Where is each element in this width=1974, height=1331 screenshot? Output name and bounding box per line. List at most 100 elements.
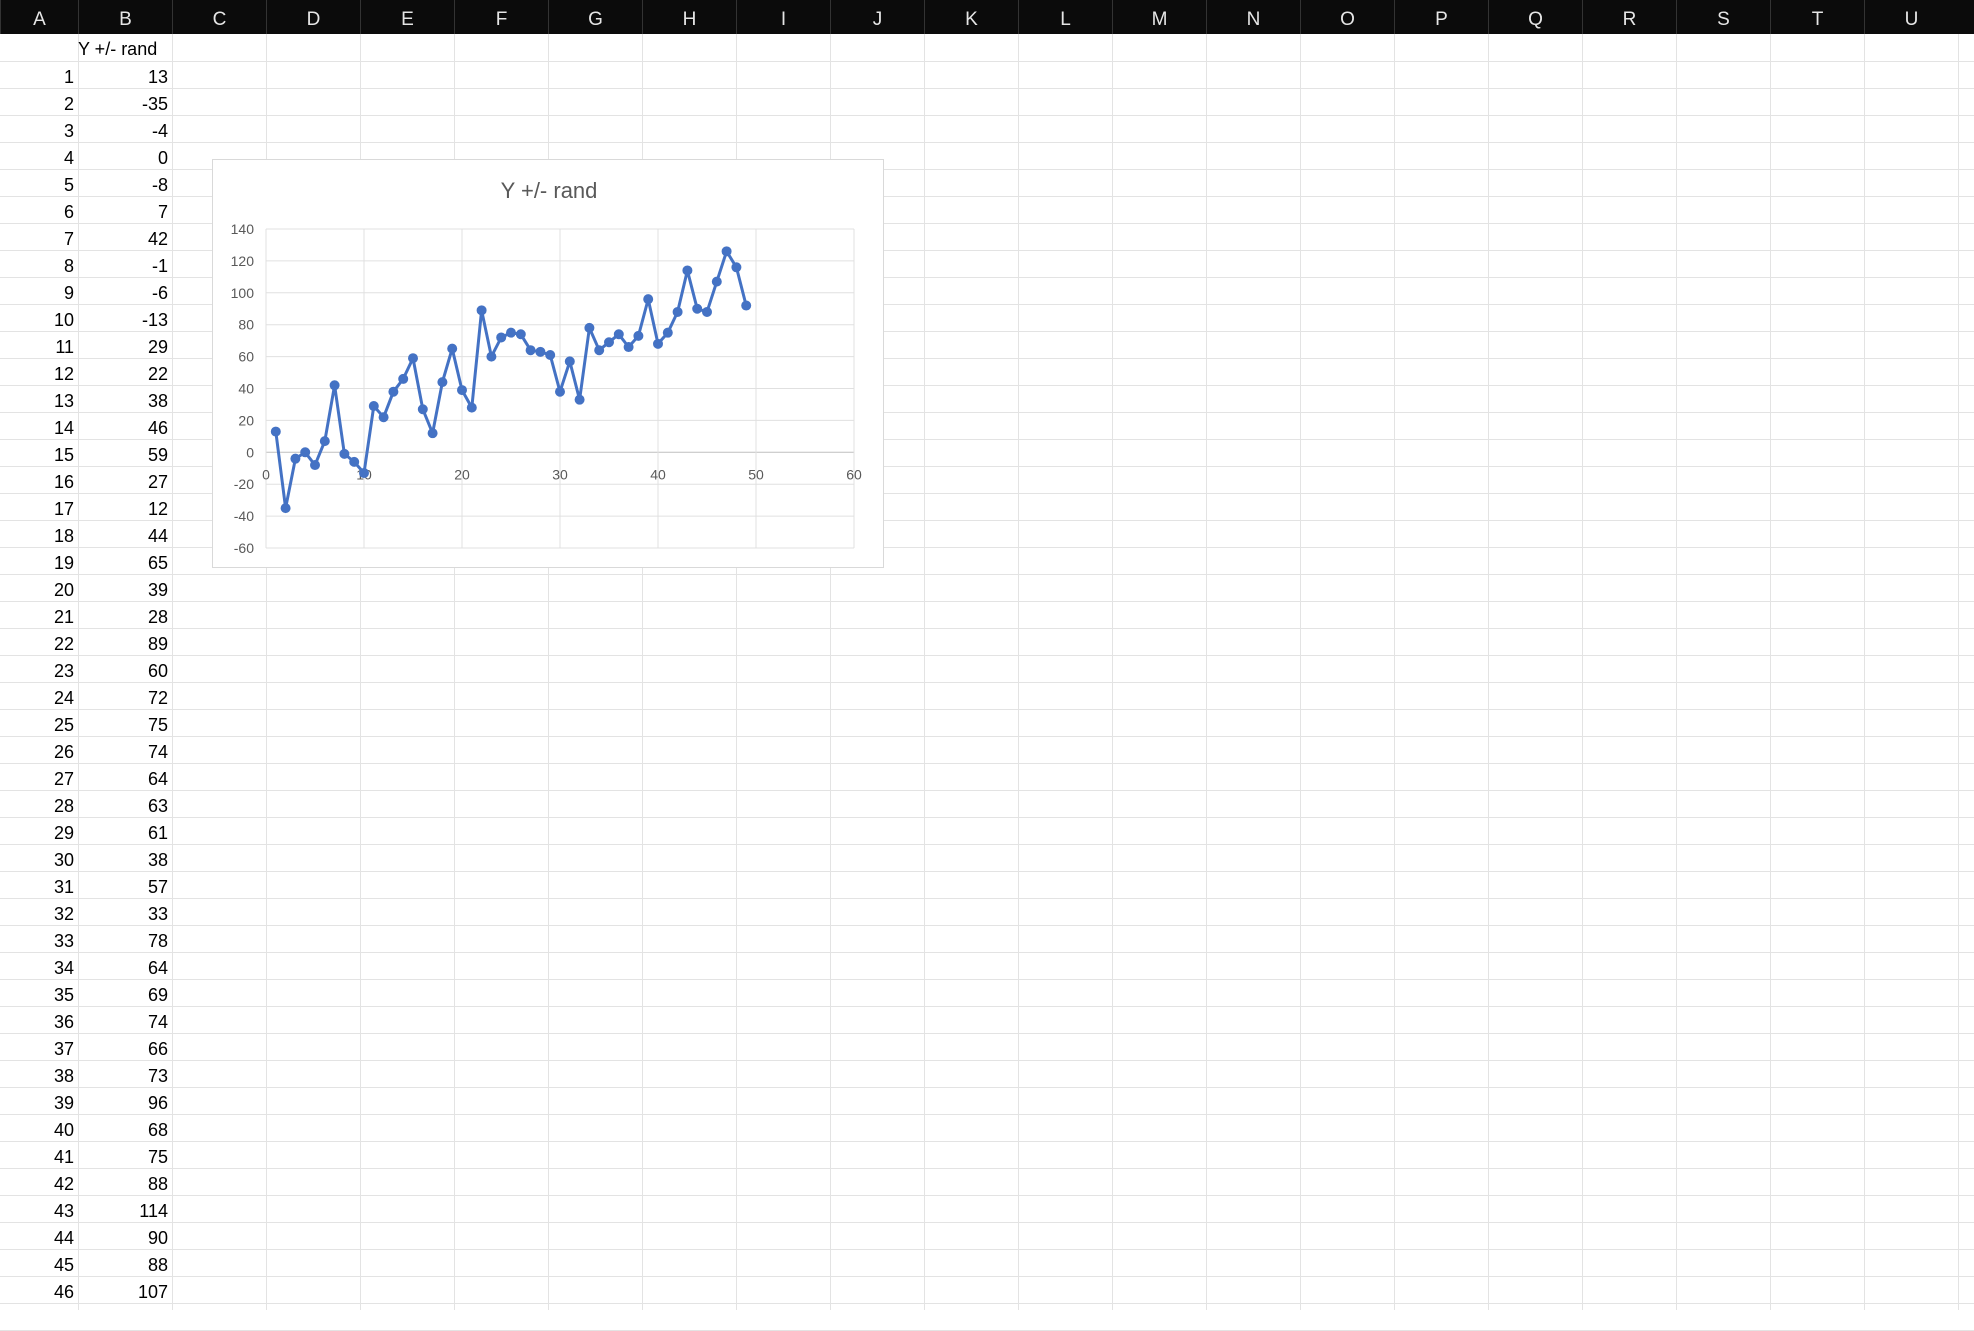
cell-a-42[interactable]: 42 [53,1174,74,1194]
cell-b-header[interactable]: Y +/- rand [78,39,158,59]
cell-b-25[interactable]: 75 [147,715,168,735]
cell-a-5[interactable]: 5 [63,175,74,195]
cell-a-34[interactable]: 34 [53,958,74,978]
cell-b-44[interactable]: 90 [147,1228,168,1248]
column-header-k[interactable]: K [924,0,1018,34]
cell-a-14[interactable]: 14 [53,418,74,438]
cell-b-2[interactable]: -35 [141,94,168,114]
cell-a-12[interactable]: 12 [53,364,74,384]
cell-a-41[interactable]: 41 [53,1147,74,1167]
cell-b-17[interactable]: 12 [147,499,168,519]
cell-b-16[interactable]: 27 [147,472,168,492]
cell-a-45[interactable]: 45 [53,1255,74,1275]
cell-b-43[interactable]: 114 [139,1201,168,1221]
cell-a-2[interactable]: 2 [63,94,74,114]
column-header-a[interactable]: A [0,0,78,34]
column-header-r[interactable]: R [1582,0,1676,34]
column-header-e[interactable]: E [360,0,454,34]
cell-a-24[interactable]: 24 [53,688,74,708]
cell-b-22[interactable]: 89 [147,634,168,654]
line-chart[interactable]: Y +/- rand -60-40-2002040608010012014001… [212,159,884,568]
cell-a-27[interactable]: 27 [53,769,74,789]
cell-b-35[interactable]: 69 [147,985,168,1005]
cell-b-13[interactable]: 38 [147,391,168,411]
cell-a-15[interactable]: 15 [53,445,74,465]
cell-a-4[interactable]: 4 [63,148,74,168]
cell-b-39[interactable]: 96 [147,1093,168,1113]
cell-a-32[interactable]: 32 [53,904,74,924]
cell-b-3[interactable]: -4 [151,121,168,141]
cell-b-46[interactable]: 107 [137,1282,168,1302]
cell-b-19[interactable]: 65 [147,553,168,573]
column-header-g[interactable]: G [548,0,642,34]
cell-b-29[interactable]: 61 [147,823,168,843]
cell-a-20[interactable]: 20 [53,580,74,600]
column-header-u[interactable]: U [1864,0,1958,34]
cell-b-1[interactable]: 13 [147,67,168,87]
cell-b-4[interactable]: 0 [157,148,168,168]
cell-a-25[interactable]: 25 [53,715,74,735]
cell-a-17[interactable]: 17 [53,499,74,519]
cell-b-20[interactable]: 39 [147,580,168,600]
cell-b-28[interactable]: 63 [147,796,168,816]
cell-a-31[interactable]: 31 [53,877,74,897]
cell-a-9[interactable]: 9 [63,283,74,303]
column-header-f[interactable]: F [454,0,548,34]
column-header-p[interactable]: P [1394,0,1488,34]
cell-a-44[interactable]: 44 [53,1228,74,1248]
cell-a-7[interactable]: 7 [63,229,74,249]
cell-b-41[interactable]: 75 [147,1147,168,1167]
cell-a-38[interactable]: 38 [53,1066,74,1086]
cell-b-11[interactable]: 29 [147,337,168,357]
cell-a-22[interactable]: 22 [53,634,74,654]
cell-b-24[interactable]: 72 [147,688,168,708]
cell-a-8[interactable]: 8 [63,256,74,276]
cell-b-8[interactable]: -1 [151,256,168,276]
cell-b-33[interactable]: 78 [147,931,168,951]
cell-a-13[interactable]: 13 [53,391,74,411]
cell-b-12[interactable]: 22 [147,364,168,384]
cell-b-30[interactable]: 38 [147,850,168,870]
cell-b-23[interactable]: 60 [147,661,168,681]
column-header-q[interactable]: Q [1488,0,1582,34]
cell-a-23[interactable]: 23 [53,661,74,681]
cell-b-34[interactable]: 64 [147,958,168,978]
cell-a-39[interactable]: 39 [53,1093,74,1113]
cell-a-6[interactable]: 6 [63,202,74,222]
column-header-s[interactable]: S [1676,0,1770,34]
cell-a-36[interactable]: 36 [53,1012,74,1032]
cell-a-16[interactable]: 16 [53,472,74,492]
cell-a-35[interactable]: 35 [53,985,74,1005]
column-header-n[interactable]: N [1206,0,1300,34]
cell-b-42[interactable]: 88 [147,1174,168,1194]
cell-a-11[interactable]: 11 [55,337,74,357]
column-header-l[interactable]: L [1018,0,1112,34]
column-header-m[interactable]: M [1112,0,1206,34]
cell-a-43[interactable]: 43 [53,1201,74,1221]
cell-b-9[interactable]: -6 [151,283,168,303]
cell-a-37[interactable]: 37 [53,1039,74,1059]
cell-a-46[interactable]: 46 [53,1282,74,1302]
column-header-c[interactable]: C [172,0,266,34]
cell-a-30[interactable]: 30 [53,850,74,870]
column-header-b[interactable]: B [78,0,172,34]
cell-b-15[interactable]: 59 [147,445,168,465]
cell-a-18[interactable]: 18 [53,526,74,546]
column-header-h[interactable]: H [642,0,736,34]
column-header-d[interactable]: D [266,0,360,34]
cell-b-26[interactable]: 74 [147,742,168,762]
cell-b-5[interactable]: -8 [151,175,168,195]
column-header-i[interactable]: I [736,0,830,34]
cell-a-10[interactable]: 10 [53,310,74,330]
cell-b-14[interactable]: 46 [147,418,168,438]
cell-b-6[interactable]: 7 [157,202,168,222]
cell-b-38[interactable]: 73 [147,1066,168,1086]
cell-a-19[interactable]: 19 [53,553,74,573]
cell-b-18[interactable]: 44 [147,526,168,546]
cell-a-33[interactable]: 33 [53,931,74,951]
cell-a-3[interactable]: 3 [63,121,74,141]
cell-b-7[interactable]: 42 [147,229,168,249]
cell-b-40[interactable]: 68 [147,1120,168,1140]
cell-b-27[interactable]: 64 [147,769,168,789]
